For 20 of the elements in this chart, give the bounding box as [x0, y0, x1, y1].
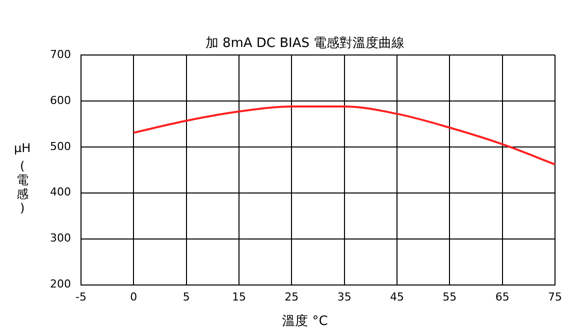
y-tick-label: 400 [50, 186, 71, 199]
y-tick-label: 300 [50, 232, 71, 245]
x-tick-label: -5 [76, 290, 86, 304]
x-axis-title: 溫度 °C [281, 313, 329, 330]
y-tick-label: 700 [50, 48, 71, 61]
chart-title: 加 8mA DC BIAS 電感對溫度曲線 [205, 36, 405, 51]
y-tick-label: 600 [50, 94, 71, 107]
line-series [132, 105, 556, 166]
x-tick-label: 5 [182, 290, 190, 304]
x-tick-label: 25 [284, 290, 299, 304]
x-tick-label: 75 [548, 290, 562, 304]
x-tick-label: 35 [337, 290, 352, 304]
y-tick-label: 200 [50, 278, 71, 291]
x-tick-label: 15 [232, 290, 246, 304]
x-tick-label: 65 [495, 290, 510, 304]
y-tick-label: 500 [50, 140, 71, 153]
x-tick-label: 55 [442, 290, 457, 304]
y-axis-title: μH (電感) [14, 141, 31, 215]
x-tick-label: 0 [130, 290, 138, 304]
x-tick-label: 45 [390, 290, 404, 304]
